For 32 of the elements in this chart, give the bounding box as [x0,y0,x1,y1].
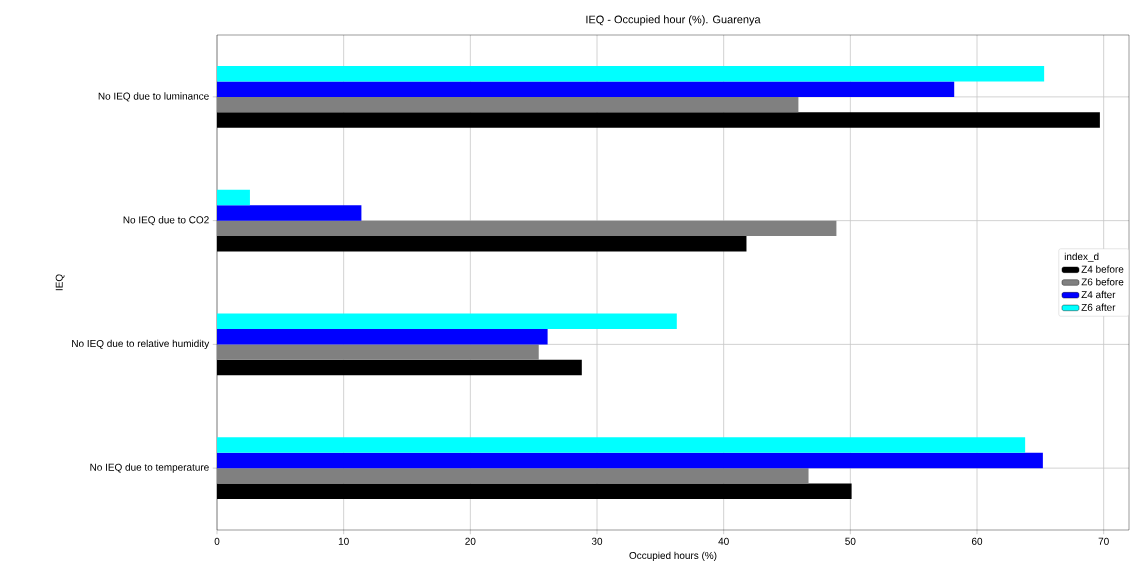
x-tick-label: 10 [338,537,349,545]
y-tick-label: No IEQ due to temperature [90,463,209,473]
legend-label: Z6 before [1081,278,1124,286]
bar [217,189,250,206]
x-tick-label: 30 [591,537,603,545]
bar [217,437,1026,453]
y-tick-label: No IEQ due to CO2 [123,216,209,226]
bar [217,468,809,484]
legend-title: index_d [1064,252,1099,262]
bar [217,205,362,221]
x-tick-label: 50 [845,537,856,545]
bar [217,96,799,113]
bar [217,344,539,360]
bar [217,81,955,97]
x-tick-label: 20 [465,537,476,545]
legend-label: Z4 before [1081,265,1124,273]
y-tick-label: No IEQ due to luminance [98,92,209,102]
y-tick-label: No IEQ due to relative humidity [72,339,210,350]
legend-label: Z4 after [1081,290,1116,299]
bar [217,313,677,329]
x-tick-label: 0 [214,537,220,545]
legend-label: Z6 after [1081,303,1116,311]
x-tick-label: 40 [718,537,729,545]
bar [217,220,837,237]
x-tick-label: 70 [1098,537,1109,545]
y-axis-title: IEQ [55,274,65,291]
bar [217,452,1043,469]
chart-title: IEQ - Occupied hour (%). Guarenya [586,15,761,26]
bar [217,328,548,345]
x-axis-title: Occupied hours (%) [629,551,717,561]
x-tick-label: 60 [971,537,983,545]
bar [217,65,1045,82]
